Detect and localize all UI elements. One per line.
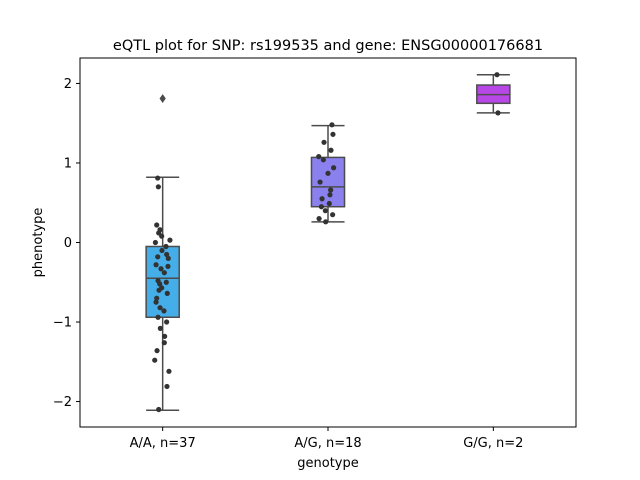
data-point: [166, 368, 172, 374]
data-point: [154, 295, 160, 301]
x-tick-label: G/G, n=2: [463, 436, 523, 451]
data-point: [330, 212, 336, 218]
data-point: [320, 157, 326, 163]
data-point: [155, 175, 161, 181]
data-point: [155, 254, 161, 260]
x-tick-label: A/G, n=18: [294, 436, 361, 451]
x-axis-ticks: A/A, n=37 A/G, n=18 G/G, n=2: [130, 427, 523, 451]
y-tick-label: 1: [64, 156, 72, 171]
data-point: [331, 165, 337, 171]
y-tick-label: −2: [53, 395, 72, 410]
data-point: [157, 305, 163, 311]
data-point: [326, 200, 332, 207]
box-iqr: [145, 245, 180, 319]
data-point: [163, 279, 169, 285]
data-point: [155, 184, 161, 190]
data-point: [156, 406, 162, 413]
data-point: [325, 170, 331, 176]
data-point: [164, 251, 170, 258]
data-point: [157, 325, 163, 331]
box-group: [476, 73, 511, 114]
chart-title: eQTL plot for SNP: rs199535 and gene: EN…: [113, 38, 543, 54]
data-point: [162, 333, 168, 339]
data-point: [157, 281, 163, 287]
data-point: [165, 255, 171, 262]
y-axis-label: phenotype: [31, 208, 46, 278]
data-point: [330, 131, 336, 137]
y-tick-label: −1: [53, 316, 72, 331]
data-point: [319, 196, 325, 202]
data-point: [167, 237, 173, 243]
plot-area: [145, 72, 511, 413]
y-tick-label: 2: [64, 77, 72, 92]
data-point: [157, 227, 163, 233]
data-point: [495, 110, 501, 116]
data-point: [322, 208, 328, 214]
data-point: [153, 299, 159, 305]
data-point: [328, 147, 334, 153]
box-group: [145, 94, 180, 412]
data-point: [161, 340, 167, 346]
data-point: [316, 216, 322, 222]
data-point: [164, 290, 170, 296]
data-point: [152, 239, 158, 246]
x-axis-label: genotype: [297, 456, 358, 471]
data-point: [494, 72, 500, 78]
data-point: [159, 247, 165, 254]
data-point: [316, 154, 322, 160]
y-axis-ticks: −2 −1 0 1 2: [53, 77, 80, 410]
data-point: [163, 243, 169, 250]
data-point: [159, 233, 165, 239]
data-point: [161, 308, 167, 314]
y-tick-label: 0: [64, 236, 72, 251]
data-point: [323, 219, 329, 225]
data-point: [321, 139, 327, 145]
data-point: [154, 348, 160, 354]
box-iqr: [310, 156, 346, 208]
data-point: [158, 266, 164, 272]
data-point: [318, 204, 324, 210]
data-point: [155, 314, 161, 320]
x-tick-label: A/A, n=37: [130, 436, 196, 451]
data-point: [164, 319, 170, 325]
data-point: [156, 287, 162, 293]
data-point: [165, 263, 171, 269]
data-point: [154, 222, 160, 228]
data-point: [327, 192, 333, 198]
data-point: [153, 262, 159, 268]
data-point: [152, 357, 158, 363]
data-point: [317, 179, 323, 185]
data-point: [329, 122, 335, 128]
axes-frame: [79, 57, 577, 428]
data-point: [164, 383, 170, 390]
data-point: [328, 187, 334, 193]
outlier-marker: [159, 94, 166, 104]
data-point: [161, 270, 167, 276]
